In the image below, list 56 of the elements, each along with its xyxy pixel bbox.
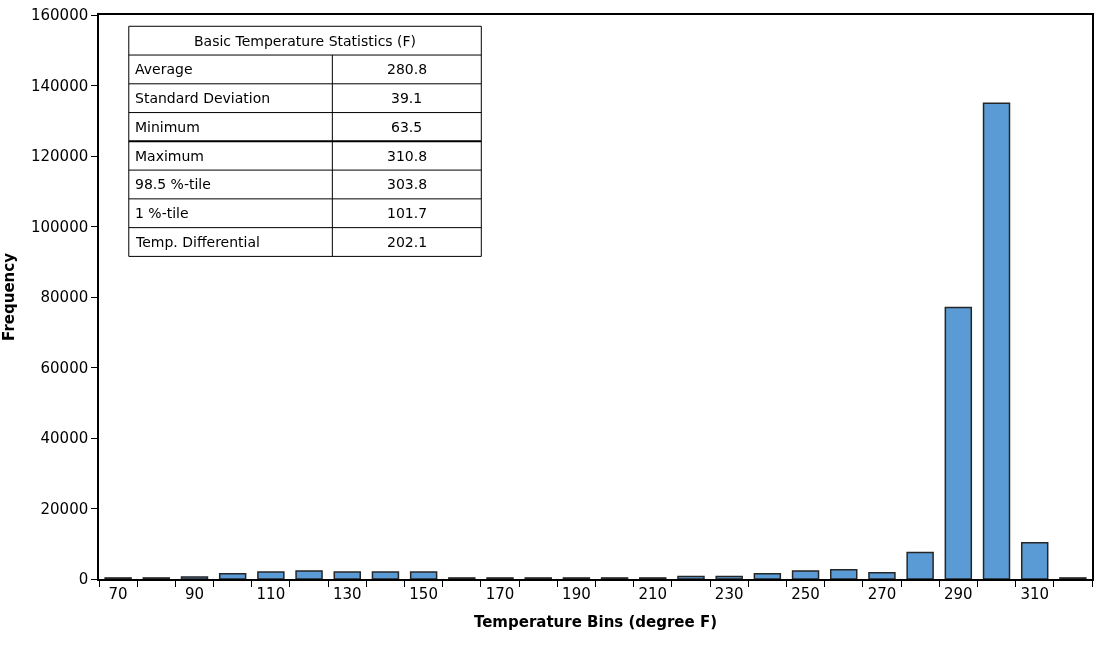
y-tick-label: 20000: [40, 499, 89, 518]
y-tick-label: 100000: [30, 217, 89, 236]
x-tick-label: 250: [791, 584, 820, 603]
annotation: Minimum: [135, 119, 200, 135]
y-tick-label: 60000: [40, 358, 89, 377]
bar: [830, 569, 858, 579]
x-tick-label: 70: [108, 584, 128, 603]
bar: [677, 575, 705, 579]
x-tick-label: 170: [485, 584, 515, 603]
x-tick-label: 110: [256, 584, 286, 603]
y-tick-label: 140000: [30, 76, 89, 95]
x-tick-label: 150: [409, 584, 438, 603]
x-tick-label: 290: [944, 584, 973, 603]
annotation: 98.5 %-tile: [135, 176, 211, 192]
annotation: 310.8: [387, 148, 428, 164]
x-tick-label: 270: [867, 584, 897, 603]
annotation: 101.7: [387, 205, 428, 221]
y-tick-label: 120000: [30, 147, 89, 166]
bar: [791, 570, 820, 579]
x-tick-label: 90: [184, 584, 205, 603]
bar: [1020, 541, 1049, 579]
x-tick-label: 230: [714, 584, 744, 603]
y-tick-label: 40000: [40, 429, 89, 448]
bar: [333, 571, 361, 579]
annotation: Basic Temperature Statistics (F): [194, 33, 417, 49]
y-tick-label: 160000: [30, 6, 89, 25]
x-axis-title: Temperature Bins (degree F): [473, 613, 718, 632]
y-tick-label: 80000: [40, 288, 89, 307]
bar: [180, 576, 209, 579]
bar: [868, 571, 896, 579]
annotation: 39.1: [391, 90, 423, 106]
x-tick-label: 310: [1020, 584, 1050, 603]
annotation: Average: [135, 61, 193, 77]
x-tick-label: 130: [332, 584, 362, 603]
x-tick-label: 190: [562, 584, 591, 603]
annotation: Standard Deviation: [135, 90, 271, 106]
bar: [906, 551, 934, 579]
annotation: 63.5: [391, 119, 423, 135]
annotation: 202.1: [387, 234, 428, 250]
bar: [753, 572, 782, 579]
x-tick-label: 210: [638, 584, 668, 603]
bar: [409, 571, 438, 579]
annotation: Maximum: [135, 148, 204, 164]
annotation: Temp. Differential: [135, 234, 260, 250]
bar: [982, 102, 1011, 579]
y-axis-title: Frequency: [0, 252, 18, 341]
annotation: 1 %-tile: [135, 205, 189, 221]
annotation: 280.8: [387, 61, 428, 77]
bar: [944, 306, 973, 579]
bar: [295, 570, 323, 579]
y-tick-label: 0: [78, 570, 89, 589]
bar: [257, 571, 285, 579]
bar: [371, 571, 400, 579]
bar: [715, 575, 743, 579]
annotation: 303.8: [387, 176, 428, 192]
bar: [218, 572, 247, 579]
